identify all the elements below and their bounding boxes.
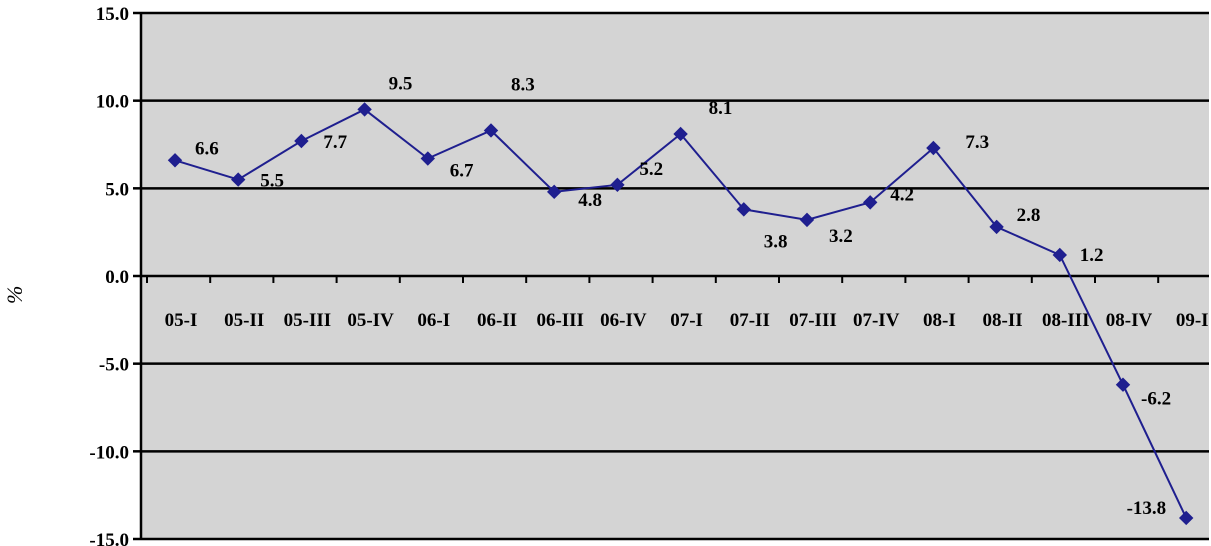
data-point [736, 202, 752, 217]
data-label: 5.2 [639, 159, 663, 180]
x-tick-label: 07-I [670, 310, 703, 331]
x-tick-label: 08-I [923, 310, 956, 331]
data-label: 2.8 [1017, 205, 1041, 226]
y-axis-label: % [2, 286, 27, 304]
y-tick-label: 10.0 [96, 92, 129, 113]
data-point [926, 140, 941, 156]
data-point [546, 184, 562, 200]
data-label: 7.3 [965, 132, 989, 153]
data-label: 1.2 [1080, 245, 1104, 266]
x-tick-label: 06-IV [600, 310, 647, 331]
data-label: 9.5 [389, 73, 413, 94]
x-tick-label: 06-I [417, 310, 450, 331]
data-point [989, 219, 1004, 235]
data-label: 7.7 [323, 132, 347, 153]
data-point [294, 133, 309, 149]
data-point [610, 177, 625, 193]
x-tick-label: 07-IV [853, 310, 900, 331]
x-tick-label: 05-I [165, 310, 198, 331]
data-point [673, 126, 688, 142]
data-point [799, 212, 815, 228]
data-point [483, 123, 499, 138]
x-tick-label: 06-III [536, 310, 584, 331]
x-tick-label: 05-II [224, 310, 264, 331]
data-label: 4.2 [890, 184, 914, 205]
x-tick-label: 08-IV [1106, 310, 1153, 331]
y-tick-label: 0.0 [105, 267, 129, 288]
x-tick-label: 05-IV [347, 310, 394, 331]
data-label: 3.8 [764, 231, 788, 252]
data-point [357, 102, 372, 117]
x-tick-label: 06-II [477, 310, 517, 331]
x-tick-label: 09-I [1176, 310, 1209, 331]
data-label: 5.5 [260, 171, 284, 192]
data-point [420, 151, 436, 166]
data-point [862, 195, 878, 210]
y-tick-label: -15.0 [89, 530, 129, 546]
data-label: 8.1 [709, 98, 733, 119]
data-label: 8.3 [511, 74, 535, 95]
data-label: 3.2 [829, 226, 853, 247]
x-tick-label: 08-III [1042, 310, 1090, 331]
x-tick-label: 08-II [983, 310, 1023, 331]
data-point [167, 153, 183, 168]
x-tick-label: 07-III [789, 310, 837, 331]
data-label: 6.6 [195, 138, 219, 159]
data-point [230, 172, 246, 187]
data-label: -13.8 [1127, 498, 1167, 519]
data-point [1115, 377, 1131, 392]
y-tick-label: 5.0 [105, 179, 129, 200]
data-label: 6.7 [450, 161, 474, 182]
y-tick-label: -10.0 [89, 442, 129, 463]
x-tick-label: 07-II [730, 310, 770, 331]
x-tick-label: 05-III [284, 310, 332, 331]
y-tick-label: 15.0 [96, 4, 129, 25]
data-point [1178, 510, 1194, 526]
data-label: 4.8 [578, 190, 602, 211]
y-tick-label: -5.0 [99, 355, 129, 376]
data-point [1052, 247, 1068, 263]
data-label: -6.2 [1141, 389, 1171, 410]
